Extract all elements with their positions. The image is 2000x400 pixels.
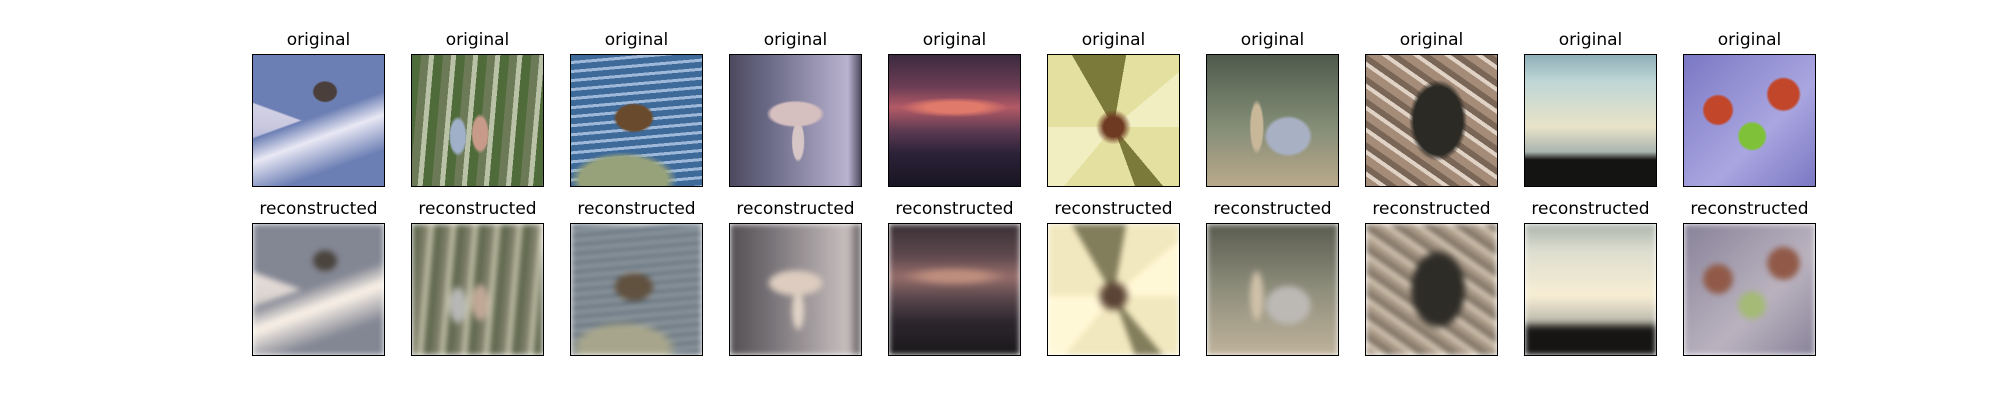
original-image-seaside-horizon	[1524, 54, 1657, 187]
reconstructed-panel-3: reconstructed	[570, 199, 703, 356]
reconstructed-image-seaside-horizon	[1524, 223, 1657, 356]
image-content	[1684, 55, 1815, 186]
image-content	[571, 55, 702, 186]
original-image-sunset-over-sea	[888, 54, 1021, 187]
original-image-flamingo-bird	[1206, 54, 1339, 187]
image-content	[412, 224, 543, 355]
original-image-apples-on-purple-cloth	[1683, 54, 1816, 187]
reconstructed-panel-2: reconstructed	[411, 199, 544, 356]
image-content	[1048, 55, 1179, 186]
image-content	[253, 55, 384, 186]
reconstructed-label: reconstructed	[259, 199, 378, 219]
image-content	[889, 55, 1020, 186]
reconstructed-label: reconstructed	[577, 199, 696, 219]
image-content	[1207, 55, 1338, 186]
original-panel-7: original	[1206, 30, 1339, 187]
original-panel-3: original	[570, 30, 703, 187]
original-panel-5: original	[888, 30, 1021, 187]
original-panel-9: original	[1524, 30, 1657, 187]
original-image-mushroom	[729, 54, 862, 187]
original-panel-1: original	[252, 30, 385, 187]
image-content	[730, 224, 861, 355]
reconstructed-image-mushroom	[729, 223, 862, 356]
reconstructed-panel-10: reconstructed	[1683, 199, 1816, 356]
reconstructed-label: reconstructed	[1054, 199, 1173, 219]
image-content	[889, 224, 1020, 355]
reconstructed-panel-4: reconstructed	[729, 199, 862, 356]
original-image-dark-leaf-texture	[1365, 54, 1498, 187]
image-content	[571, 224, 702, 355]
image-content	[253, 224, 384, 355]
reconstructed-image-apples-on-purple-cloth	[1683, 223, 1816, 356]
image-content	[1366, 55, 1497, 186]
image-content	[1525, 224, 1656, 355]
image-content	[1048, 224, 1179, 355]
original-image-eagle-on-rock	[570, 54, 703, 187]
reconstructed-image-flamingo-bird	[1206, 223, 1339, 356]
original-panel-2: original	[411, 30, 544, 187]
original-image-bird-on-rooftop	[252, 54, 385, 187]
original-label: original	[1081, 30, 1146, 50]
reconstructed-label: reconstructed	[1690, 199, 1809, 219]
reconstructed-label: reconstructed	[895, 199, 1014, 219]
original-label: original	[922, 30, 987, 50]
original-label: original	[1558, 30, 1623, 50]
reconstructed-image-dark-leaf-texture	[1365, 223, 1498, 356]
reconstructed-panel-1: reconstructed	[252, 199, 385, 356]
reconstructed-image-people-in-forest	[411, 223, 544, 356]
reconstructed-panel-8: reconstructed	[1365, 199, 1498, 356]
reconstructed-panel-5: reconstructed	[888, 199, 1021, 356]
reconstructed-label: reconstructed	[418, 199, 537, 219]
original-label: original	[763, 30, 828, 50]
image-content	[1525, 55, 1656, 186]
image-content	[412, 55, 543, 186]
original-label: original	[286, 30, 351, 50]
original-panel-6: original	[1047, 30, 1180, 187]
reconstructed-image-sunset-over-sea	[888, 223, 1021, 356]
reconstructed-panel-6: reconstructed	[1047, 199, 1180, 356]
image-content	[730, 55, 861, 186]
original-label: original	[1399, 30, 1464, 50]
image-content	[1366, 224, 1497, 355]
original-label: original	[1717, 30, 1782, 50]
image-content	[1684, 224, 1815, 355]
original-panel-8: original	[1365, 30, 1498, 187]
original-image-lily-flower	[1047, 54, 1180, 187]
reconstructed-label: reconstructed	[736, 199, 855, 219]
reconstructed-image-bird-on-rooftop	[252, 223, 385, 356]
reconstructed-panel-7: reconstructed	[1206, 199, 1339, 356]
original-label: original	[1240, 30, 1305, 50]
reconstructed-image-lily-flower	[1047, 223, 1180, 356]
original-image-people-in-forest	[411, 54, 544, 187]
original-panel-10: original	[1683, 30, 1816, 187]
reconstructed-label: reconstructed	[1213, 199, 1332, 219]
reconstructed-label: reconstructed	[1372, 199, 1491, 219]
image-content	[1207, 224, 1338, 355]
reconstructed-label: reconstructed	[1531, 199, 1650, 219]
original-panel-4: original	[729, 30, 862, 187]
reconstructed-panel-9: reconstructed	[1524, 199, 1657, 356]
original-label: original	[445, 30, 510, 50]
reconstructed-image-eagle-on-rock	[570, 223, 703, 356]
original-label: original	[604, 30, 669, 50]
